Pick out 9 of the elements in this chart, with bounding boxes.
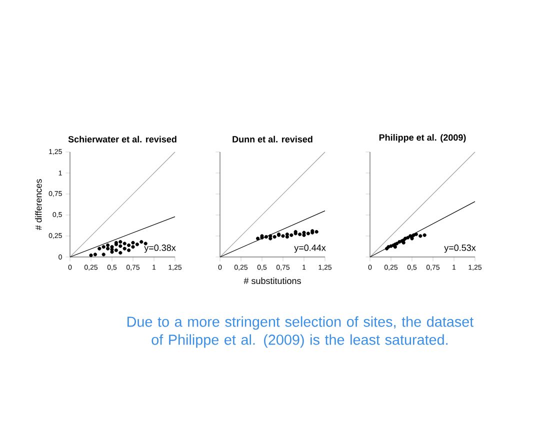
y-axis-title: # differences (35, 179, 42, 230)
chart-title: Schierwater et al. revised (68, 136, 176, 142)
annotation: y=0.53x (444, 244, 476, 253)
x-axis-title: # substitutions (244, 277, 301, 284)
chart-title: Philippe et al. (2009) (379, 134, 466, 142)
annotation: y=0.38x (144, 244, 176, 253)
annotation: y=0.44x (294, 244, 326, 253)
text: Due to a more stringent selection of sites, the dataset of Philippe et al. (2009) is the least saturated. (127, 316, 474, 348)
chart-title: Dunn et al. revised (232, 136, 312, 142)
